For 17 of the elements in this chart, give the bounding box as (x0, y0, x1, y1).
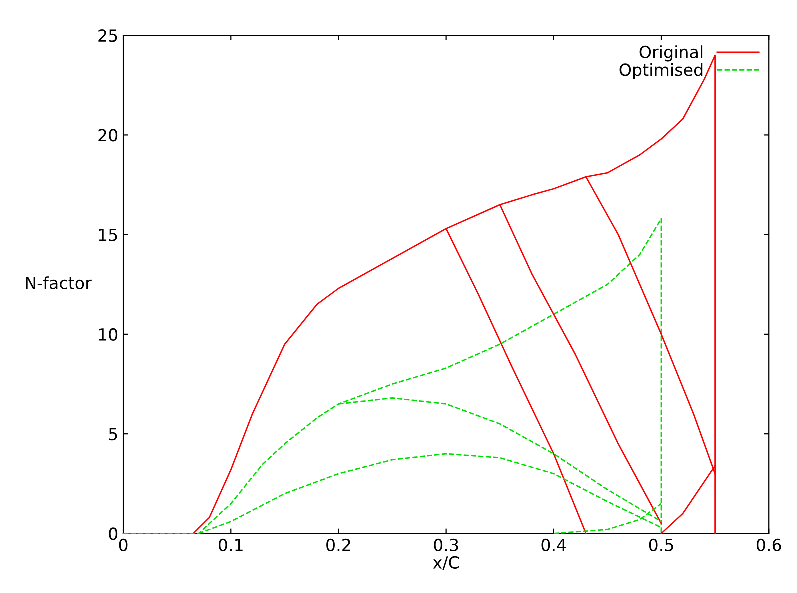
x-tick-label: 0.3 (434, 538, 458, 552)
x-tick-label: 0 (119, 538, 128, 552)
y-tick-label: 20 (98, 129, 118, 142)
legend-label: Optimised (620, 63, 703, 80)
y-tick-label: 0 (109, 528, 118, 540)
y-tick-label: 10 (99, 328, 118, 342)
legend-label: Original (640, 46, 703, 62)
x-tick-label: 0.1 (218, 538, 243, 552)
x-tick-label: 0.5 (649, 538, 674, 552)
y-tick-label: 5 (109, 428, 118, 441)
x-tick-label: 0.4 (542, 538, 566, 552)
x-axis-title: x/C (433, 556, 459, 570)
y-tick-label: 15 (99, 229, 118, 242)
y-tick-label: 25 (98, 30, 118, 42)
y-axis-title: N-factor (26, 276, 92, 290)
x-tick-label: 0.6 (756, 538, 782, 552)
x-tick-label: 0.2 (326, 538, 350, 552)
